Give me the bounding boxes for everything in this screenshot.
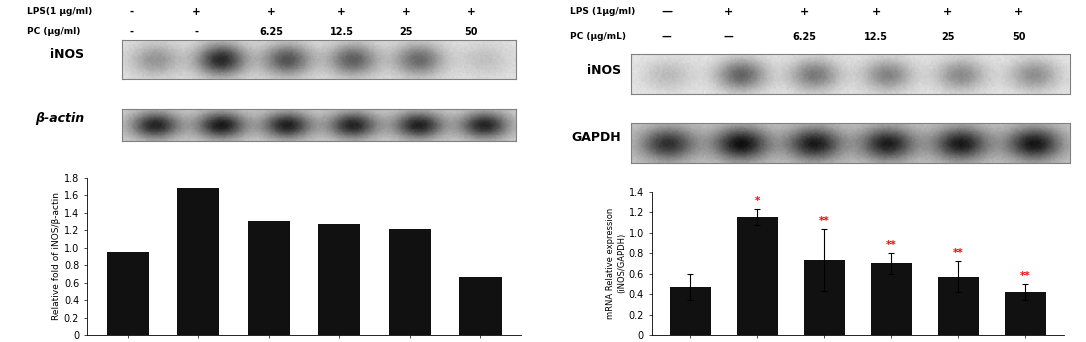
Text: 6.25: 6.25	[260, 27, 283, 37]
Text: **: **	[1020, 271, 1031, 281]
Text: 25: 25	[400, 27, 413, 37]
Text: β-actin: β-actin	[35, 112, 85, 125]
Bar	[459, 277, 502, 335]
Bar	[389, 228, 431, 335]
Bar	[248, 221, 290, 335]
Bar	[871, 263, 911, 335]
Text: +: +	[337, 7, 345, 17]
Text: 50: 50	[465, 27, 478, 37]
Y-axis label: mRNA Relative expression
(iNOS/GAPDH): mRNA Relative expression (iNOS/GAPDH)	[606, 208, 626, 319]
Text: +: +	[871, 7, 881, 17]
Text: +: +	[723, 7, 733, 17]
Text: —: —	[723, 32, 733, 42]
Text: —: —	[661, 7, 672, 17]
Text: +: +	[800, 7, 809, 17]
Text: 6.25: 6.25	[793, 32, 817, 42]
Bar	[1006, 292, 1046, 335]
Text: LPS(1 μg/ml): LPS(1 μg/ml)	[27, 7, 92, 16]
Bar	[106, 252, 149, 335]
Text: 12.5: 12.5	[329, 27, 353, 37]
Text: iNOS: iNOS	[50, 48, 85, 61]
Text: +: +	[467, 7, 476, 17]
Bar	[318, 224, 361, 335]
Text: -: -	[129, 27, 134, 37]
Text: **: **	[819, 216, 830, 226]
Text: +: +	[943, 7, 952, 17]
Text: +: +	[267, 7, 276, 17]
Bar	[938, 277, 978, 335]
Text: PC (μg/mL): PC (μg/mL)	[570, 32, 626, 41]
Text: -: -	[194, 27, 199, 37]
Bar	[177, 188, 219, 335]
Text: 50: 50	[1012, 32, 1026, 42]
Text: **: **	[954, 248, 963, 258]
Text: —: —	[662, 32, 671, 42]
Text: -: -	[129, 7, 134, 17]
Text: 25: 25	[940, 32, 955, 42]
Text: GAPDH: GAPDH	[571, 131, 621, 144]
Bar	[805, 260, 845, 335]
Text: iNOS: iNOS	[586, 64, 621, 77]
Bar	[737, 217, 778, 335]
Y-axis label: Relative fold of iNOS/β-actin: Relative fold of iNOS/β-actin	[52, 193, 61, 320]
Text: PC (μg/ml): PC (μg/ml)	[27, 27, 80, 36]
Text: *: *	[755, 196, 760, 206]
Bar	[670, 287, 710, 335]
Text: +: +	[1014, 7, 1024, 17]
Text: LPS (1μg/ml): LPS (1μg/ml)	[570, 7, 635, 16]
Text: **: **	[886, 240, 897, 250]
Text: 12.5: 12.5	[864, 32, 888, 42]
Text: +: +	[192, 7, 201, 17]
Text: +: +	[402, 7, 411, 17]
